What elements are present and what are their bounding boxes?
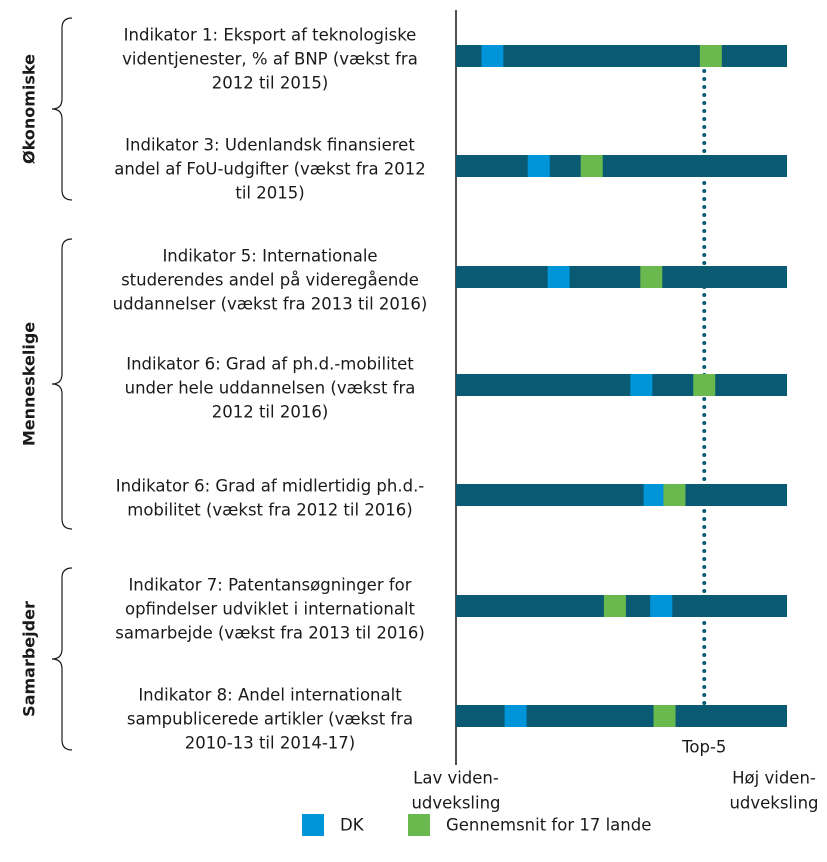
marker — [481, 45, 504, 67]
marker — [653, 705, 676, 727]
indicator-label: videntjenester, % af BNP (vækst fra — [122, 50, 418, 69]
x-min-label: Lav viden- — [413, 769, 499, 788]
indicator-label: Indikator 1: Eksport af teknologiske — [124, 26, 417, 45]
bar-track — [456, 484, 787, 506]
indicator-label: 2010-13 til 2014-17) — [185, 734, 355, 753]
bar-track — [456, 155, 787, 177]
group-label: Samarbejder — [20, 601, 39, 717]
reference-label: Top-5 — [681, 738, 726, 757]
bar-track — [456, 705, 787, 727]
indicator-label: Indikator 6: Grad af ph.d.-mobilitet — [126, 355, 414, 374]
indicator-label: Indikator 8: Andel internationalt — [138, 686, 402, 705]
brace — [51, 238, 73, 530]
indicator-label: til 2015) — [235, 184, 304, 203]
x-min-label: udveksling — [411, 794, 500, 813]
legend-swatch — [408, 814, 430, 836]
bar-track — [456, 374, 787, 396]
indicator-label: Indikator 3: Udenlandsk finansieret — [125, 136, 415, 155]
indicator-label: opfindelser udviklet i internationalt — [125, 600, 416, 619]
indicator-label: uddannelser (vækst fra 2013 til 2016) — [113, 295, 428, 314]
x-max-label: udveksling — [729, 794, 818, 813]
marker — [630, 374, 653, 396]
marker — [663, 484, 686, 506]
group-label: Økonomiske — [20, 54, 39, 164]
indicator-label: 2012 til 2015) — [212, 74, 329, 93]
bar-track — [456, 266, 787, 288]
indicator-label: sampublicerede artikler (vækst fra — [127, 710, 413, 729]
marker — [580, 155, 603, 177]
marker — [699, 45, 722, 67]
marker — [693, 374, 716, 396]
marker — [643, 484, 666, 506]
marker — [527, 155, 550, 177]
brace — [51, 17, 73, 201]
brace — [51, 567, 73, 751]
legend-swatch — [302, 814, 324, 836]
legend-label: Gennemsnit for 17 lande — [446, 816, 651, 835]
indicator-label: Indikator 6: Grad af midlertidig ph.d.- — [116, 477, 425, 496]
group-label: Menneskelige — [20, 322, 39, 446]
x-max-label: Høj viden- — [732, 769, 816, 788]
indicator-label: studerendes andel på videregående — [121, 271, 419, 290]
bar-track — [456, 45, 787, 67]
indicator-label: samarbejde (vækst fra 2013 til 2016) — [115, 624, 425, 643]
marker — [547, 266, 570, 288]
marker — [650, 595, 673, 617]
indicator-label: andel af FoU-udgifter (vækst fra 2012 — [114, 160, 426, 179]
indicator-label: mobilitet (vækst fra 2012 til 2016) — [127, 501, 413, 520]
marker — [603, 595, 626, 617]
indicator-label: Indikator 7: Patentansøgninger for — [128, 576, 411, 595]
marker — [504, 705, 527, 727]
indicator-label: Indikator 5: Internationale — [162, 247, 377, 266]
marker — [640, 266, 663, 288]
indicator-label: 2012 til 2016) — [212, 403, 329, 422]
indicator-label: under hele uddannelsen (vækst fra — [125, 379, 416, 398]
legend-label: DK — [340, 816, 365, 835]
